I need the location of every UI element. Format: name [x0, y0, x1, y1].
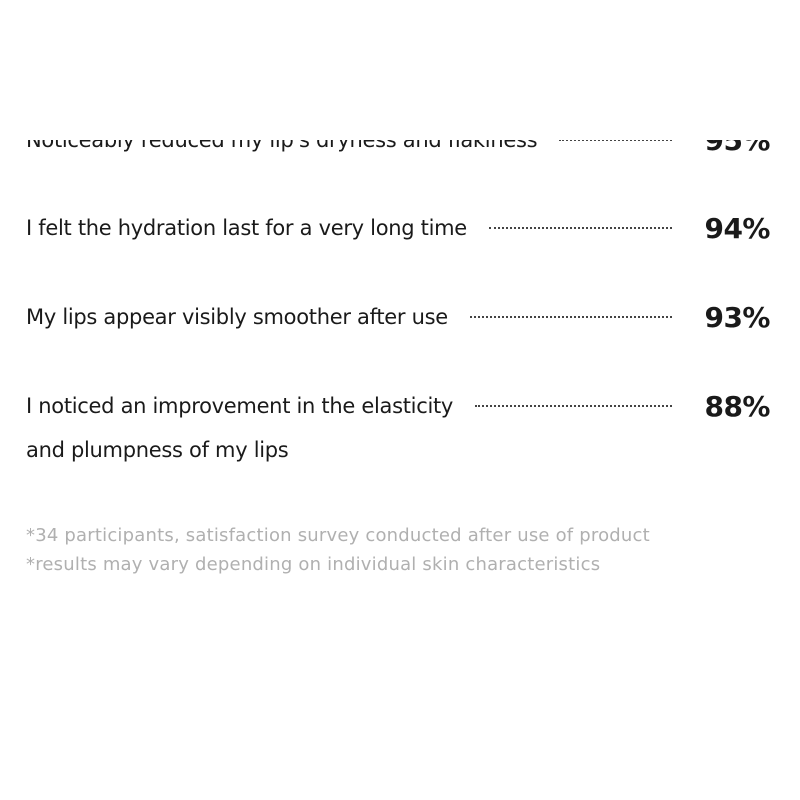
leader: [488, 227, 673, 229]
item-text: and plumpness of my lips: [26, 438, 289, 462]
footnote: *results may vary depending on individua…: [26, 554, 601, 575]
percent: 93%: [704, 300, 770, 334]
survey-item: My lips appear visibly smoother after us…: [26, 295, 770, 339]
leader: [475, 405, 673, 407]
percent: 88%: [704, 389, 770, 423]
survey-item: Noticeably reduced my lip's dryness and …: [26, 140, 770, 162]
item-text: Noticeably reduced my lip's dryness and …: [26, 140, 538, 152]
percent: 94%: [704, 211, 770, 245]
leader: [559, 140, 673, 141]
leader: [469, 316, 673, 318]
survey-item: I felt the hydration last for a very lon…: [26, 206, 770, 250]
item-text: I noticed an improvement in the elastici…: [26, 394, 454, 418]
list: Noticeably reduced my lip's dryness and …: [0, 140, 800, 800]
survey-item: I noticed an improvement in the elastici…: [26, 384, 770, 428]
item-text: My lips appear visibly smoother after us…: [26, 305, 448, 329]
footnote: *34 participants, satisfaction survey co…: [26, 525, 650, 546]
percent: 95%: [704, 140, 770, 157]
item-text: I felt the hydration last for a very lon…: [26, 216, 467, 240]
